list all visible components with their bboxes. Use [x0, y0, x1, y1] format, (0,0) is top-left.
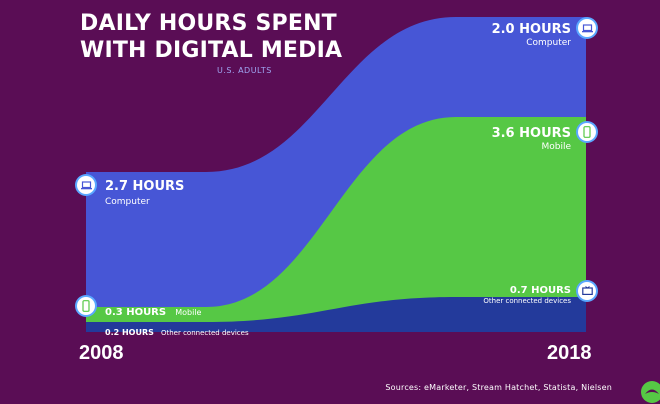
value-other-2008: 0.2 HOURS: [105, 328, 154, 337]
laptop-icon: [77, 176, 95, 194]
chart-subtitle: U.S. ADULTS: [217, 66, 272, 75]
area-other: [86, 297, 586, 332]
label-mobile-2008: 0.3 HOURS Mobile: [105, 300, 201, 319]
value-mobile-2008: 0.3 HOURS: [105, 307, 167, 318]
value-computer-2008: 2.7 HOURS: [105, 179, 185, 194]
x-tick-2018: 2018: [547, 342, 592, 364]
label-mobile-2018: 3.6 HOURS Mobile: [492, 126, 571, 152]
smartphone-icon-2018: [578, 123, 596, 141]
caption-other-2018: Other connected devices: [483, 297, 571, 305]
brand-logo-icon: [641, 381, 660, 403]
tv-icon: [578, 282, 596, 300]
x-tick-2008: 2008: [79, 342, 124, 364]
label-computer-2008: 2.7 HOURS Computer: [105, 179, 184, 207]
caption-computer-2008: Computer: [105, 197, 150, 207]
value-mobile-2018: 3.6 HOURS: [491, 126, 571, 141]
value-other-2018: 0.7 HOURS: [509, 285, 571, 296]
laptop-icon-2018: [578, 19, 596, 37]
value-computer-2018: 2.0 HOURS: [491, 22, 571, 37]
label-computer-2018: 2.0 HOURS Computer: [492, 22, 571, 48]
title-line-1: DAILY HOURS SPENT: [80, 11, 337, 36]
caption-other-2008: Other connected devices: [160, 329, 249, 337]
area-mobile: [86, 117, 586, 332]
caption-mobile-2018: Mobile: [541, 142, 571, 152]
label-other-2008: 0.2 HOURS Other connected devices: [105, 320, 249, 339]
smartphone-icon: [77, 297, 95, 315]
chart-title: DAILY HOURS SPENT WITH DIGITAL MEDIA: [80, 10, 342, 64]
sources-note: Sources: eMarketer, Stream Hatchet, Stat…: [385, 383, 612, 392]
label-other-2018: 0.7 HOURS Other connected devices: [483, 285, 571, 305]
caption-mobile-2008: Mobile: [175, 308, 202, 317]
caption-computer-2018: Computer: [526, 38, 571, 48]
title-line-2: WITH DIGITAL MEDIA: [80, 38, 343, 63]
